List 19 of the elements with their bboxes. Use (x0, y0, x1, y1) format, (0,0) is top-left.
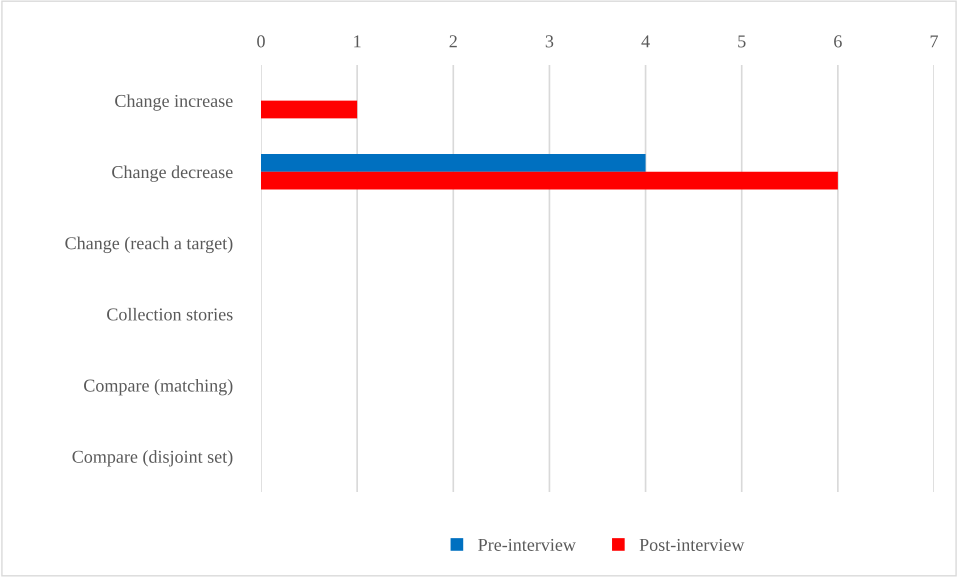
x-tick-label: 2 (450, 35, 457, 48)
y-tick-label: Collection stories (107, 308, 233, 321)
x-tick-label: 3 (546, 35, 554, 48)
bar (261, 154, 646, 172)
bar (261, 100, 358, 118)
x-tick-label: 0 (257, 35, 265, 48)
x-tick-label: 7 (930, 35, 938, 48)
y-tick-label: Compare (disjoint set) (72, 450, 232, 467)
bar (261, 172, 838, 190)
x-tick-label: 5 (738, 35, 746, 48)
y-tick-label: Change increase (115, 94, 233, 111)
x-tick-label: 4 (641, 35, 650, 48)
x-tick-label: 6 (834, 35, 842, 48)
legend-label: Pre-interview (478, 538, 576, 551)
y-tick-label: Compare (matching) (84, 378, 232, 396)
y-tick-label: Change decrease (112, 165, 233, 182)
legend-label: Post-interview (640, 538, 744, 551)
x-tick-label: 1 (354, 35, 361, 48)
y-tick-label: Change (reach a target) (65, 236, 232, 254)
